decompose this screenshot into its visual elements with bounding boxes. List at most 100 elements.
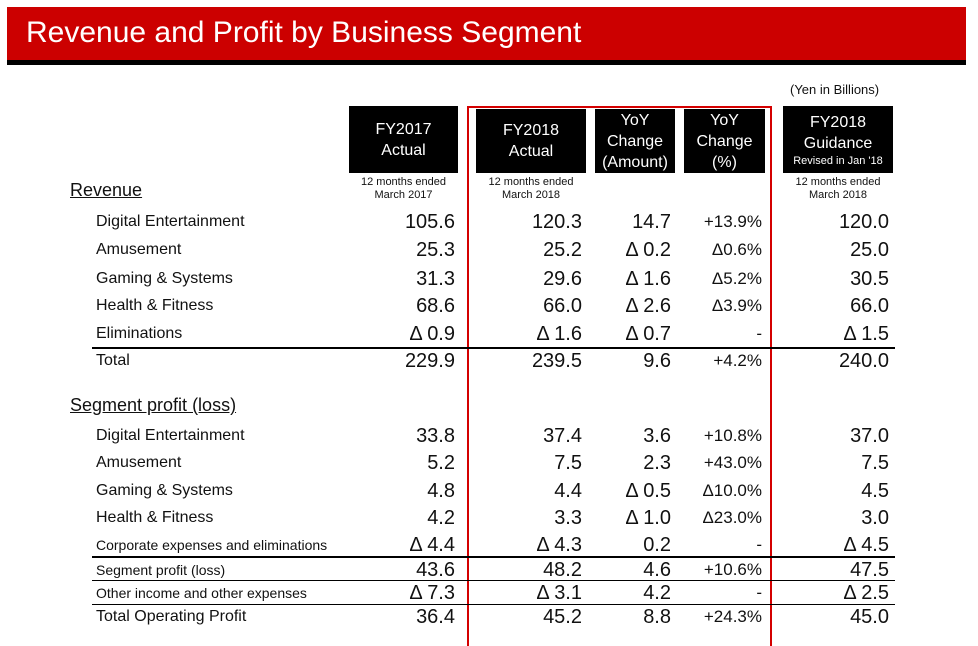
table-row: Corporate expenses and eliminations Δ 4.4… [0, 532, 978, 558]
cell-value: 45.0 [850, 606, 889, 628]
table-row: Amusement 25.3 25.2 Δ 0.2 Δ0.6% 25.0 [0, 237, 978, 263]
cell-value: 2.3 [643, 452, 671, 474]
cell-value: 7.5 [554, 452, 582, 474]
period-line: March 2018 [501, 189, 561, 201]
period-line: 12 months ended [795, 176, 881, 188]
row-label: Gaming & Systems [96, 482, 233, 499]
cell-value: - [756, 324, 762, 343]
col-header-line: Guidance [803, 134, 873, 152]
cell-value: 4.2 [427, 507, 455, 529]
total-divider [92, 347, 895, 349]
cell-value: 30.5 [850, 268, 889, 290]
operating-profit-divider [92, 604, 895, 605]
cell-value: Δ 7.3 [409, 582, 455, 604]
title-banner [7, 7, 966, 60]
fy2018-highlight-frame [467, 106, 772, 646]
cell-value: 4.5 [861, 480, 889, 502]
cell-value: Δ23.0% [702, 508, 762, 527]
cell-value: 68.6 [416, 295, 455, 317]
cell-value: 31.3 [416, 268, 455, 290]
table-row: Gaming & Systems 31.3 29.6 Δ 1.6 Δ5.2% 30.5 [0, 266, 978, 292]
col-period-fy2018: 12 months ended March 2018 [476, 176, 586, 202]
period-line: 12 months ended [488, 176, 574, 188]
cell-value: 47.5 [850, 559, 889, 581]
cell-value: Δ 4.3 [536, 534, 582, 556]
col-header-line: YoY [620, 111, 650, 129]
cell-value: 4.4 [554, 480, 582, 502]
cell-value: 7.5 [861, 452, 889, 474]
cell-value: 48.2 [543, 559, 582, 581]
table-row: Segment profit (loss) 43.6 48.2 4.6 +10.6% 47… [0, 557, 978, 583]
row-label: Total [96, 352, 130, 369]
cell-value: Δ 1.5 [843, 323, 889, 345]
section-heading-revenue: Revenue [70, 180, 143, 200]
row-label: Eliminations [96, 325, 183, 342]
col-header-line: (%) [712, 153, 737, 171]
col-header-yoy-percent: YoY Change (%) [684, 109, 765, 173]
row-label: Amusement [96, 454, 182, 471]
cell-value: 4.2 [643, 582, 671, 604]
col-header-fy2017: FY2017 Actual [349, 106, 458, 173]
cell-value: Δ3.9% [711, 296, 762, 315]
cell-value: Δ 1.6 [536, 323, 582, 345]
cell-value: 37.4 [543, 425, 582, 447]
cell-value: 43.6 [416, 559, 455, 581]
table-row: Health & Fitness 68.6 66.0 Δ 2.6 Δ3.9% 66.0 [0, 293, 978, 319]
cell-value: 25.0 [850, 239, 889, 261]
cell-value: +10.6% [703, 560, 762, 579]
cell-value: 4.6 [643, 559, 671, 581]
cell-value: Δ 1.0 [625, 507, 671, 529]
table-row: Gaming & Systems 4.8 4.4 Δ 0.5 Δ10.0% 4.5 [0, 478, 978, 504]
row-label: Health & Fitness [96, 297, 214, 314]
cell-value: Δ 0.7 [625, 323, 671, 345]
col-header-line: FY2018 [809, 113, 867, 131]
cell-value: +13.9% [703, 212, 762, 231]
col-header-line: FY2017 [375, 120, 432, 138]
cell-value: 120.0 [838, 211, 889, 233]
row-label: Digital Entertainment [96, 213, 245, 230]
cell-value: Δ 0.9 [409, 323, 455, 345]
cell-value: 4.8 [427, 480, 455, 502]
cell-value: 9.6 [643, 350, 671, 372]
table-row: Digital Entertainment 33.8 37.4 3.6 +10.8% 37… [0, 423, 978, 449]
table-row: Eliminations Δ 0.9 Δ 1.6 Δ 0.7 - Δ 1.5 [0, 321, 978, 347]
cell-value: Δ 1.6 [625, 268, 671, 290]
segment-total-divider [92, 556, 895, 558]
cell-value: 29.6 [543, 268, 582, 290]
section-heading-segment-profit: Segment profit (loss) [70, 395, 237, 415]
cell-value: Δ10.0% [702, 481, 762, 500]
cell-value: 229.9 [404, 350, 455, 372]
cell-value: Δ0.6% [711, 240, 762, 259]
cell-value: - [756, 535, 762, 554]
cell-value: 0.2 [643, 534, 671, 556]
cell-value: Δ 0.5 [625, 480, 671, 502]
row-label: Other income and other expenses [96, 585, 307, 601]
col-header-line: Actual [381, 141, 426, 159]
col-period-fy2017: 12 months ended March 2017 [349, 176, 458, 202]
cell-value: +43.0% [703, 453, 762, 472]
table-row: Total Operating Profit 36.4 45.2 8.8 +24.3% 4… [0, 604, 978, 630]
cell-value: Δ 2.6 [625, 295, 671, 317]
col-header-line: (Amount) [602, 153, 668, 171]
cell-value: Δ 2.5 [843, 582, 889, 604]
table-row: Digital Entertainment 105.6 120.3 14.7 +13.9… [0, 209, 978, 235]
col-period-guidance: 12 months ended March 2018 [783, 176, 893, 202]
row-label: Gaming & Systems [96, 270, 233, 287]
row-label: Segment profit (loss) [96, 562, 226, 578]
title-banner-underline [7, 60, 966, 65]
table-row: Total 229.9 239.5 9.6 +4.2% 240.0 [0, 348, 978, 374]
cell-value: 120.3 [531, 211, 582, 233]
page-title: Revenue and Profit by Business Segment [26, 16, 582, 49]
cell-value: 3.6 [643, 425, 671, 447]
col-header-line: YoY [710, 111, 739, 129]
cell-value: 239.5 [531, 350, 582, 372]
cell-value: - [756, 583, 762, 602]
col-header-fy2018: FY2018 Actual [476, 109, 586, 173]
table-row: Other income and other expenses Δ 7.3 Δ 3.… [0, 580, 978, 606]
unit-note: (Yen in Billions) [790, 82, 880, 97]
cell-value: Δ 4.4 [409, 534, 455, 556]
cell-value: +10.8% [703, 426, 762, 445]
col-header-line: FY2018 [502, 122, 560, 139]
row-label: Amusement [96, 241, 182, 258]
period-line: March 2018 [808, 189, 868, 201]
